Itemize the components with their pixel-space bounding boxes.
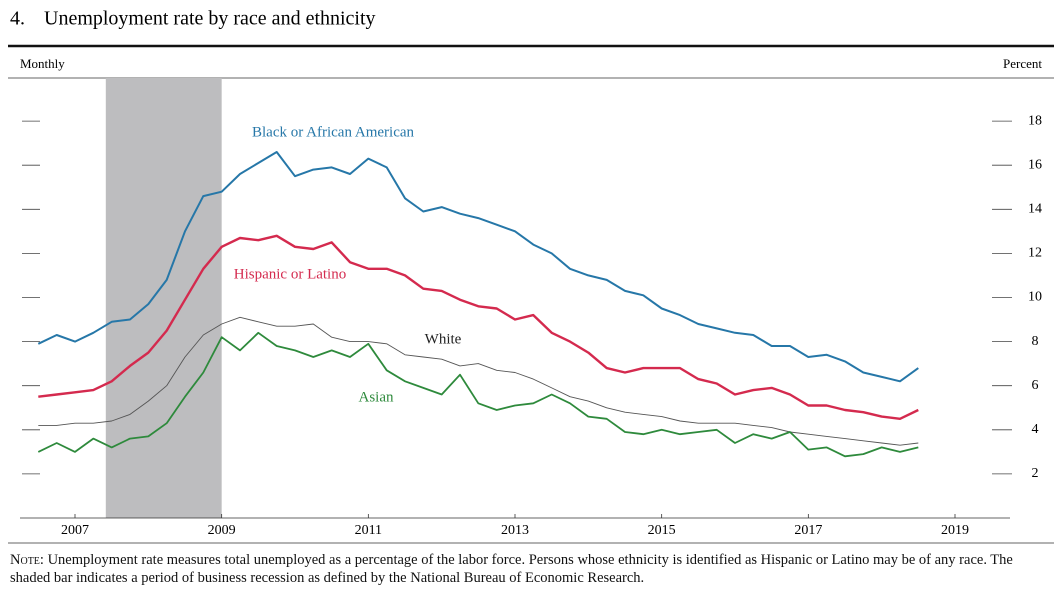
note-label: Note: (10, 552, 44, 568)
series-line (38, 316, 919, 446)
x-tick-label: 2009 (208, 523, 236, 538)
figure-number: 4. (10, 8, 25, 30)
chart-title: Unemployment rate by race and ethnicity (44, 8, 376, 30)
y-tick-label: 8 (1032, 334, 1039, 349)
y-tick-label: 14 (1028, 202, 1042, 217)
note: Note: Unemployment rate measures total u… (10, 551, 1054, 587)
y-tick-label: 16 (1028, 157, 1042, 172)
y-tick-label: 10 (1028, 290, 1042, 305)
note-text: Unemployment rate measures total unemplo… (10, 552, 1013, 586)
series-line (38, 234, 919, 420)
x-tick-label: 2011 (355, 523, 382, 538)
y-axis-label: Percent (1003, 56, 1042, 71)
series-label: Black or African American (252, 124, 415, 140)
recession-band (105, 78, 222, 518)
series-label: White (425, 331, 462, 347)
y-tick-label: 12 (1028, 246, 1042, 261)
series-line (37, 331, 919, 458)
x-tick-label: 2007 (61, 523, 89, 538)
y-tick-label: 4 (1032, 422, 1039, 437)
frequency-label: Monthly (20, 56, 65, 71)
y-tick-label: 18 (1028, 113, 1042, 128)
chart: 4. Unemployment rate by race and ethnici… (8, 8, 1054, 544)
x-tick-label: 2013 (501, 523, 529, 538)
x-tick-label: 2017 (794, 523, 822, 538)
y-tick-label: 6 (1032, 378, 1039, 393)
series-line (37, 151, 919, 383)
x-tick-label: 2019 (941, 523, 969, 538)
y-tick-label: 2 (1032, 466, 1039, 481)
x-tick-label: 2015 (648, 523, 676, 538)
series-label: Asian (359, 389, 394, 405)
series-label: Hispanic or Latino (234, 266, 346, 282)
